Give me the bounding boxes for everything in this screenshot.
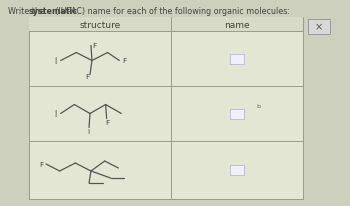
Text: F: F <box>39 161 43 167</box>
Text: ×: × <box>315 22 323 32</box>
Text: F: F <box>122 58 126 64</box>
Text: I: I <box>55 57 57 66</box>
Text: I: I <box>55 109 57 118</box>
Text: name: name <box>224 20 250 29</box>
Bar <box>308 20 330 35</box>
Text: F: F <box>92 42 96 48</box>
Text: (IUPAC) name for each of the following organic molecules:: (IUPAC) name for each of the following o… <box>53 7 290 16</box>
Text: systematic: systematic <box>28 7 77 16</box>
Bar <box>29 18 303 199</box>
Text: Write the: Write the <box>8 7 47 16</box>
Bar <box>230 54 244 64</box>
Text: I: I <box>87 129 89 135</box>
Text: b: b <box>257 103 261 108</box>
Bar <box>230 109 244 119</box>
Bar <box>230 165 244 175</box>
Text: F: F <box>85 74 89 80</box>
Text: structure: structure <box>80 20 121 29</box>
Bar <box>29 18 303 32</box>
Text: F: F <box>106 120 110 126</box>
